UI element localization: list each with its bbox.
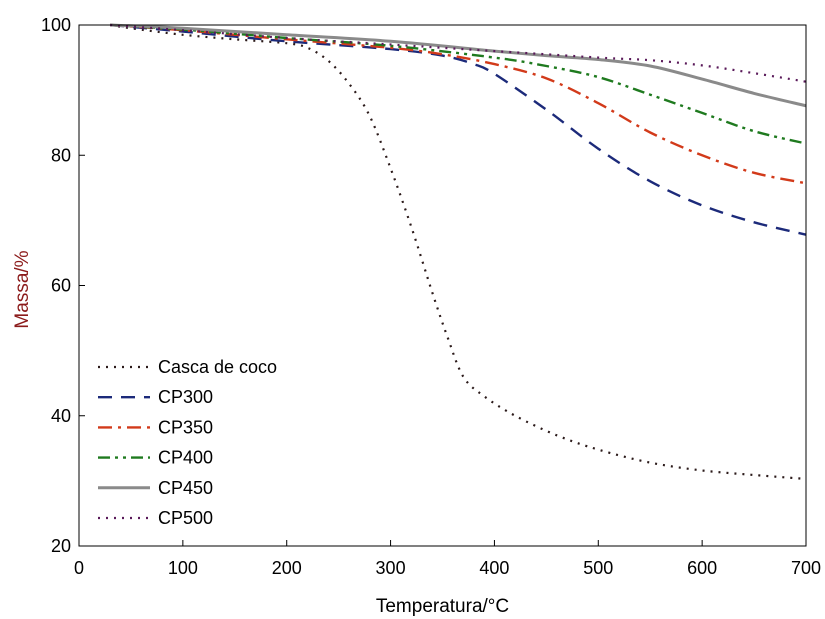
series-line-cp300 (110, 23, 807, 236)
x-tick-label: 700 (791, 558, 821, 578)
ticks-layer: 0 100 200 300 400 500 600 700 20 40 60 80 100 (41, 15, 821, 578)
y-tick-label: 60 (51, 276, 71, 296)
legend-label: CP500 (158, 508, 213, 528)
plot-frame (78, 24, 807, 547)
series-line-cp400 (110, 23, 807, 145)
x-tick-label: 100 (168, 558, 198, 578)
y-tick-label: 20 (51, 536, 71, 556)
y-axis-label: Massa/% (12, 250, 33, 328)
x-tick-label: 600 (687, 558, 717, 578)
x-tick-label: 300 (376, 558, 406, 578)
x-tick-label: 0 (74, 558, 84, 578)
legend-label: CP350 (158, 417, 213, 437)
x-tick-label: 400 (479, 558, 509, 578)
legend-label: Casca de coco (158, 357, 277, 377)
series-line-casca-de-coco (110, 23, 807, 480)
series-line-cp450 (110, 23, 807, 108)
series-line-cp350 (110, 23, 807, 185)
y-tick-label: 100 (41, 15, 71, 35)
x-tick-label: 500 (583, 558, 613, 578)
legend: Casca de coco CP300 CP350 CP400 CP450 CP500 (98, 357, 277, 528)
y-tick-label: 40 (51, 406, 71, 426)
x-axis-label: Temperatura/°C (376, 596, 509, 617)
x-tick-label: 200 (272, 558, 302, 578)
legend-label: CP300 (158, 387, 213, 407)
series-layer (110, 23, 807, 480)
legend-label: CP400 (158, 448, 213, 468)
y-tick-label: 80 (51, 145, 71, 165)
legend-label: CP450 (158, 478, 213, 498)
